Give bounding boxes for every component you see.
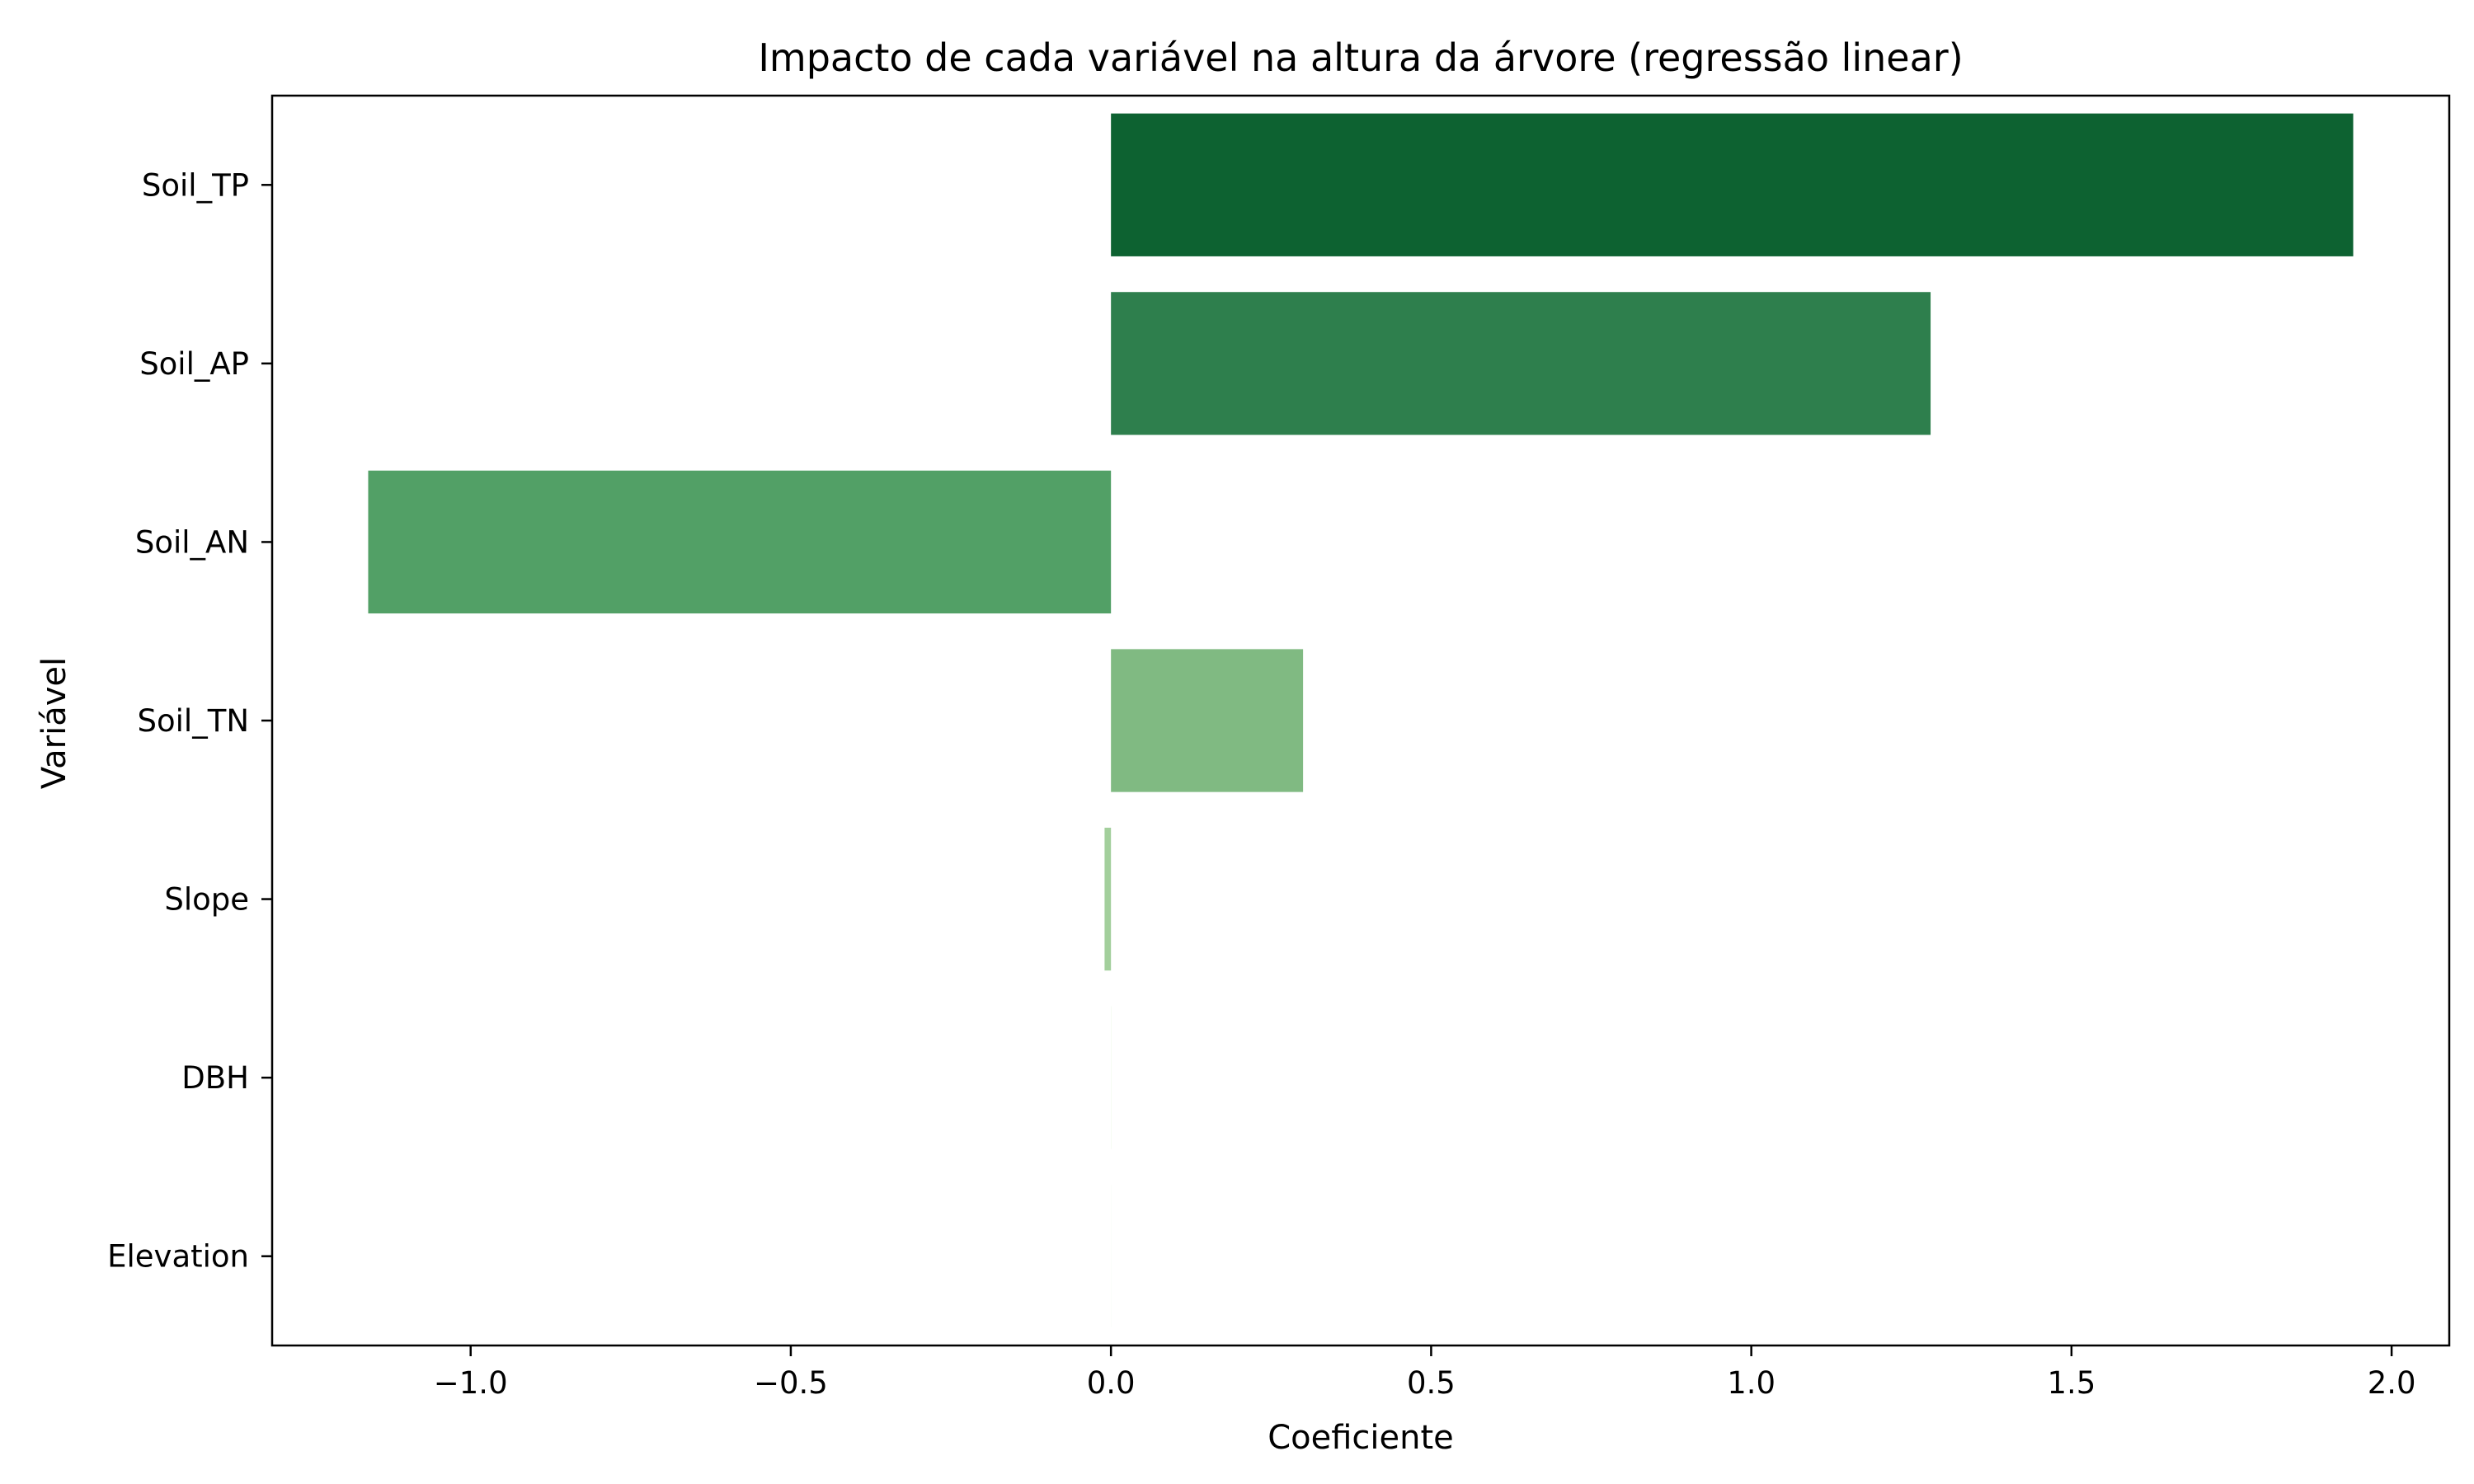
bar-soil-ap <box>1111 292 1931 435</box>
y-tick-label: Elevation <box>107 1239 249 1275</box>
y-tick-label: DBH <box>181 1060 249 1096</box>
bar-soil-tn <box>1111 649 1304 792</box>
bar-soil-tp <box>1111 113 2354 256</box>
y-tick-label: Slope <box>164 882 249 918</box>
x-tick-label: 1.0 <box>1727 1365 1776 1401</box>
x-tick-label: −1.0 <box>434 1365 508 1401</box>
y-tick-label: Soil_TN <box>138 703 249 739</box>
x-tick-label: 2.0 <box>2368 1365 2416 1401</box>
plot-area: Soil_TP Soil_AP Soil_AN Soil_TN Slope DBH Elev… <box>107 94 2451 1401</box>
x-tick-label: 1.5 <box>2047 1365 2095 1401</box>
y-tick-label: Soil_TP <box>142 167 249 203</box>
x-axis-label: Coeficiente <box>1268 1419 1454 1457</box>
bar-slope <box>1104 827 1112 971</box>
x-tick-label: 0.5 <box>1407 1365 1456 1401</box>
chart-title: Impacto de cada variável na altura da ár… <box>758 35 1963 80</box>
y-tick-label: Soil_AP <box>139 346 249 382</box>
y-tick-label: Soil_AN <box>135 524 249 560</box>
bar-soil-an <box>368 470 1112 614</box>
bar-dbh <box>1111 1006 1112 1149</box>
bar-elevation <box>1111 1185 1112 1328</box>
x-tick-label: 0.0 <box>1087 1365 1136 1401</box>
y-axis-label: Variável <box>35 657 73 789</box>
x-tick-label: −0.5 <box>754 1365 828 1401</box>
